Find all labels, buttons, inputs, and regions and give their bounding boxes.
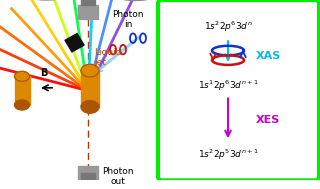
Bar bbox=[65, 34, 84, 52]
Text: XAS: XAS bbox=[256, 51, 281, 61]
Text: Liquid
jet: Liquid jet bbox=[94, 48, 122, 67]
Bar bbox=[81, 173, 95, 180]
FancyBboxPatch shape bbox=[158, 0, 319, 180]
Ellipse shape bbox=[14, 71, 29, 81]
Text: Photon
out: Photon out bbox=[102, 167, 134, 186]
Text: Photon
in: Photon in bbox=[112, 9, 144, 29]
Text: $1s^22p^63d^n$: $1s^22p^63d^n$ bbox=[204, 19, 252, 34]
Ellipse shape bbox=[81, 64, 99, 77]
Bar bbox=[81, 71, 99, 107]
Text: $1s^12p^63d^{n+1}$: $1s^12p^63d^{n+1}$ bbox=[198, 79, 258, 93]
Ellipse shape bbox=[14, 100, 29, 110]
Bar bbox=[14, 76, 29, 105]
Bar bbox=[78, 5, 98, 19]
Bar bbox=[81, 0, 95, 5]
Text: B: B bbox=[40, 68, 48, 78]
Text: $1s^22p^53d^{n+1}$: $1s^22p^53d^{n+1}$ bbox=[198, 147, 258, 162]
Bar bbox=[78, 166, 98, 180]
Text: XES: XES bbox=[256, 115, 280, 125]
Ellipse shape bbox=[81, 101, 99, 113]
